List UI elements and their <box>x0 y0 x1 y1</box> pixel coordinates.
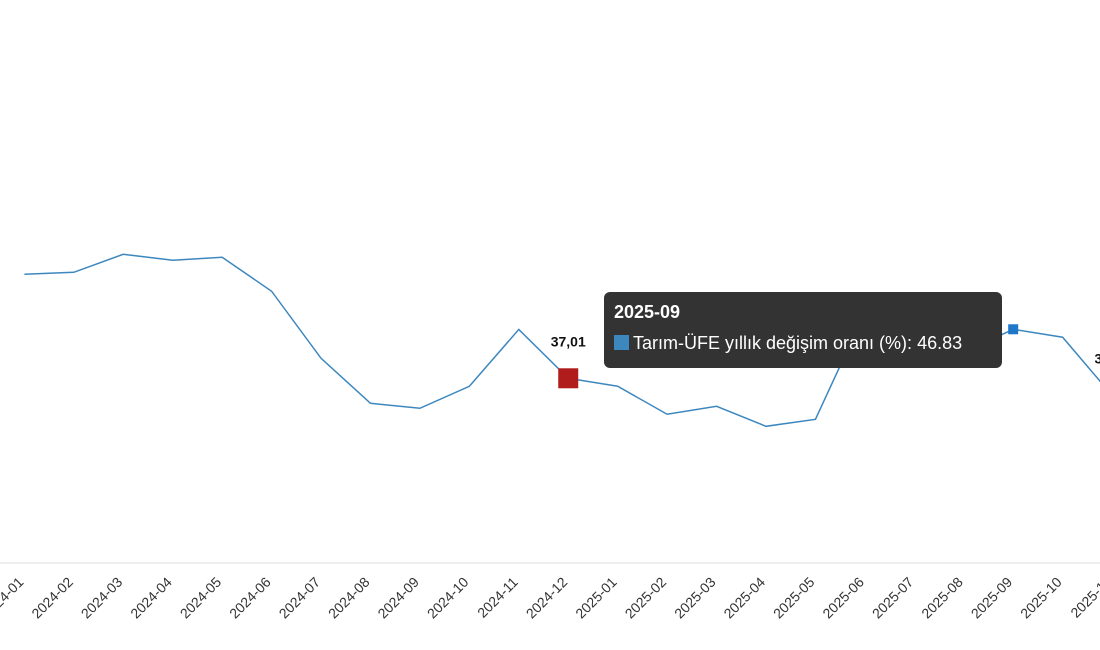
x-tick-label: 2024-09 <box>374 574 422 622</box>
x-tick-label: 2025-01 <box>572 574 620 622</box>
x-tick-label: 2024-11 <box>474 574 521 621</box>
tooltip: 2025-09 Tarım-ÜFE yıllık değişim oranı (… <box>604 292 1002 368</box>
tooltip-row: Tarım-ÜFE yıllık değişim oranı (%): 46.8… <box>614 333 992 354</box>
x-tick-label: 2024-03 <box>78 574 126 622</box>
x-tick-label: 2024-10 <box>424 574 472 622</box>
tooltip-series: Tarım-ÜFE yıllık değişim oranı (%) <box>633 333 908 353</box>
x-tick-label: 2024-05 <box>177 574 225 622</box>
x-tick-label: 2024-02 <box>28 574 76 622</box>
x-tick-label: 2025-06 <box>819 574 867 622</box>
x-tick-label: 2025-05 <box>770 574 818 622</box>
x-tick-label: 2024-04 <box>127 574 175 622</box>
x-tick-label: 2025-09 <box>968 574 1016 622</box>
tooltip-sep: : <box>907 333 918 353</box>
hover-marker <box>1008 324 1019 335</box>
x-tick-label: 2024-08 <box>325 574 373 622</box>
x-tick-label: 2025-11 <box>1067 574 1100 621</box>
tooltip-value: 46.83 <box>917 333 963 353</box>
x-tick-label: 2025-10 <box>1017 574 1065 622</box>
x-tick-label: 2025-02 <box>622 574 670 622</box>
highlight-marker <box>558 368 579 389</box>
x-tick-label: 2025-08 <box>918 574 966 622</box>
tooltip-title: 2025-09 <box>614 302 681 322</box>
x-tick-label: 2025-04 <box>720 574 768 622</box>
x-tick-label: 2025-03 <box>671 574 719 622</box>
x-tick-label: 2024-12 <box>523 574 571 622</box>
x-tick-label: 2024-01 <box>0 574 27 622</box>
x-tick-label: 2024-07 <box>276 574 324 622</box>
data-label: 37,01 <box>551 333 586 349</box>
x-tick-label: 2024-06 <box>226 574 274 622</box>
x-tick-label: 2025-07 <box>869 574 917 622</box>
data-label: 33,60 <box>1095 350 1100 366</box>
tooltip-swatch <box>614 335 629 350</box>
